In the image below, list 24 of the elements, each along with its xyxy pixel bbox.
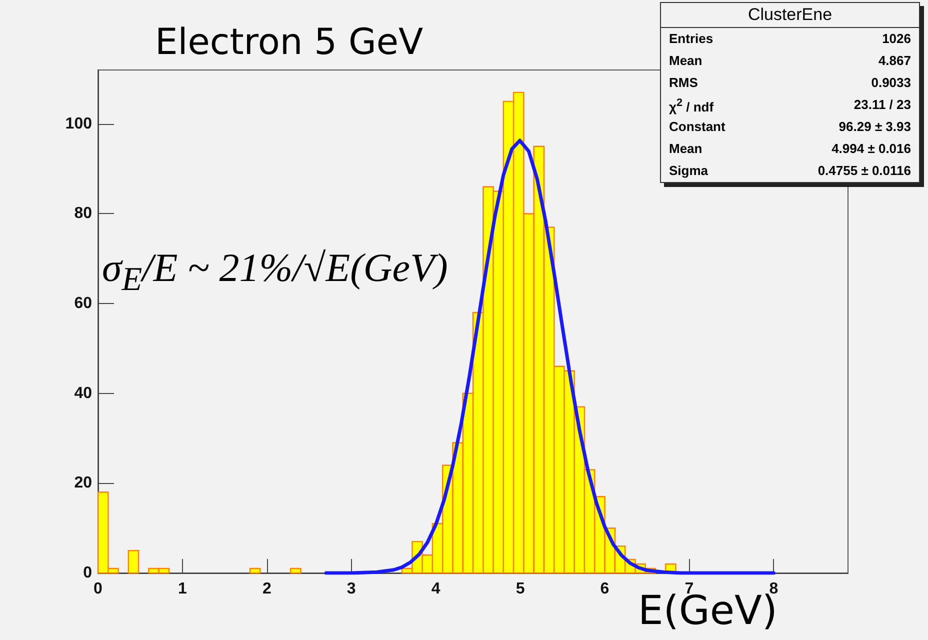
y-tick-label: 0 — [83, 564, 92, 582]
text: ClusterEne — [661, 3, 919, 28]
y-tick-label: 80 — [74, 205, 92, 222]
text: Mean 4.994 ± 0.016 — [669, 141, 911, 156]
chart-title: Electron 5 GeV — [155, 22, 424, 63]
x-tick-label: 6 — [600, 580, 610, 598]
x-tick-label: 8 — [769, 580, 778, 598]
x-tick-label: 5 — [516, 580, 525, 598]
text: χ$^{2}$ / ndf 23.11 / 23 — [669, 97, 911, 114]
text: RMS 0.9033 — [669, 75, 911, 90]
x-tick-label: 4 — [431, 580, 440, 598]
annotation: σ$_{E}$/E ~ 21%/√E(GeV) — [102, 244, 448, 299]
y-tick-label: 100 — [65, 115, 92, 132]
y-tick-label: 60 — [74, 295, 92, 312]
x-tick-label: 3 — [346, 580, 356, 598]
text: Constant 96.29 ± 3.93 — [669, 119, 911, 134]
x-tick-label: 2 — [262, 580, 272, 598]
y-tick-label: 20 — [74, 474, 92, 492]
y-tick-label: 40 — [74, 384, 92, 402]
x-tick-label: 0 — [94, 580, 103, 598]
text: Mean 4.867 — [669, 53, 911, 68]
x-tick-label: 1 — [178, 580, 188, 598]
text: Sigma 0.4755 ± 0.0116 — [669, 163, 911, 178]
text: Entries 1026 — [669, 31, 911, 46]
